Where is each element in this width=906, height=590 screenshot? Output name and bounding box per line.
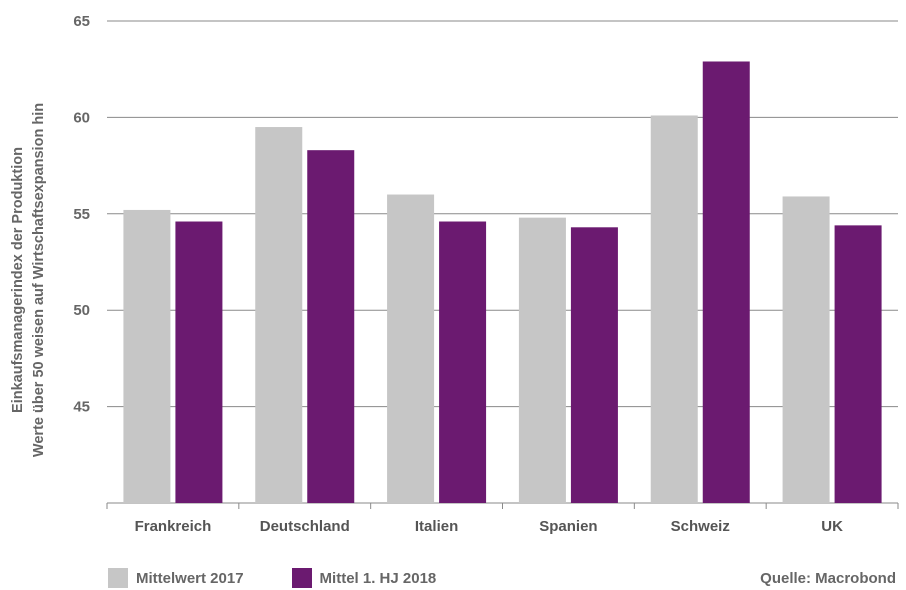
bar-chart: 45 50 55 60 65 Frankreich Deutschland Italien S… [10,13,899,535]
x-axis-categories: Frankreich Deutschland Italien Spanien Schwe… [135,518,844,535]
y-axis-label-line-2: Werte über 50 weisen auf Wirtschaftsexpa… [31,103,47,457]
bar-frankreich-series-1 [123,209,171,503]
bar-italien-series-1 [387,194,435,503]
legend: Mittelwert 2017 Mittel 1. HJ 2018 [108,568,484,588]
source-note: Quelle: Macrobond [760,570,896,587]
y-axis-label-line-1: Einkaufsmanagerindex der Produktion [10,147,26,413]
legend-item-2018: Mittel 1. HJ 2018 [291,568,437,588]
bar-uk-series-1 [782,196,830,503]
x-category-label: Deutschland [260,518,350,535]
bar-schweiz-series-1 [650,115,698,504]
y-tick-label: 65 [73,13,90,30]
bar-uk-series-2 [834,225,882,504]
y-tick-label: 45 [73,399,90,416]
bar-italien-series-2 [439,221,487,503]
y-tick-label: 55 [73,206,90,223]
bar-spanien-series-2 [570,227,618,503]
legend-label-2018: Mittel 1. HJ 2018 [319,569,437,587]
bars [123,61,882,504]
legend-item-2017: Mittelwert 2017 [108,568,244,588]
y-tick-label: 60 [73,109,90,126]
y-axis-ticks: 45 50 55 60 65 [73,13,90,416]
x-category-label: Frankreich [135,518,212,535]
x-category-label: UK [821,518,843,535]
gridlines [106,20,899,509]
x-category-label: Spanien [539,518,597,535]
x-category-label: Schweiz [671,518,730,535]
bar-deutschland-series-1 [255,127,303,503]
legend-swatch-2017 [108,568,128,588]
bar-spanien-series-1 [518,217,566,503]
bar-schweiz-series-2 [702,61,750,503]
bar-deutschland-series-2 [307,150,355,503]
x-category-label: Italien [415,518,458,535]
y-axis-label: Einkaufsmanagerindex der Produktion Wert… [10,103,47,457]
bar-frankreich-series-2 [175,221,223,503]
legend-swatch-2018 [291,568,312,588]
legend-label-2017: Mittelwert 2017 [136,569,244,587]
y-tick-label: 50 [73,302,90,319]
